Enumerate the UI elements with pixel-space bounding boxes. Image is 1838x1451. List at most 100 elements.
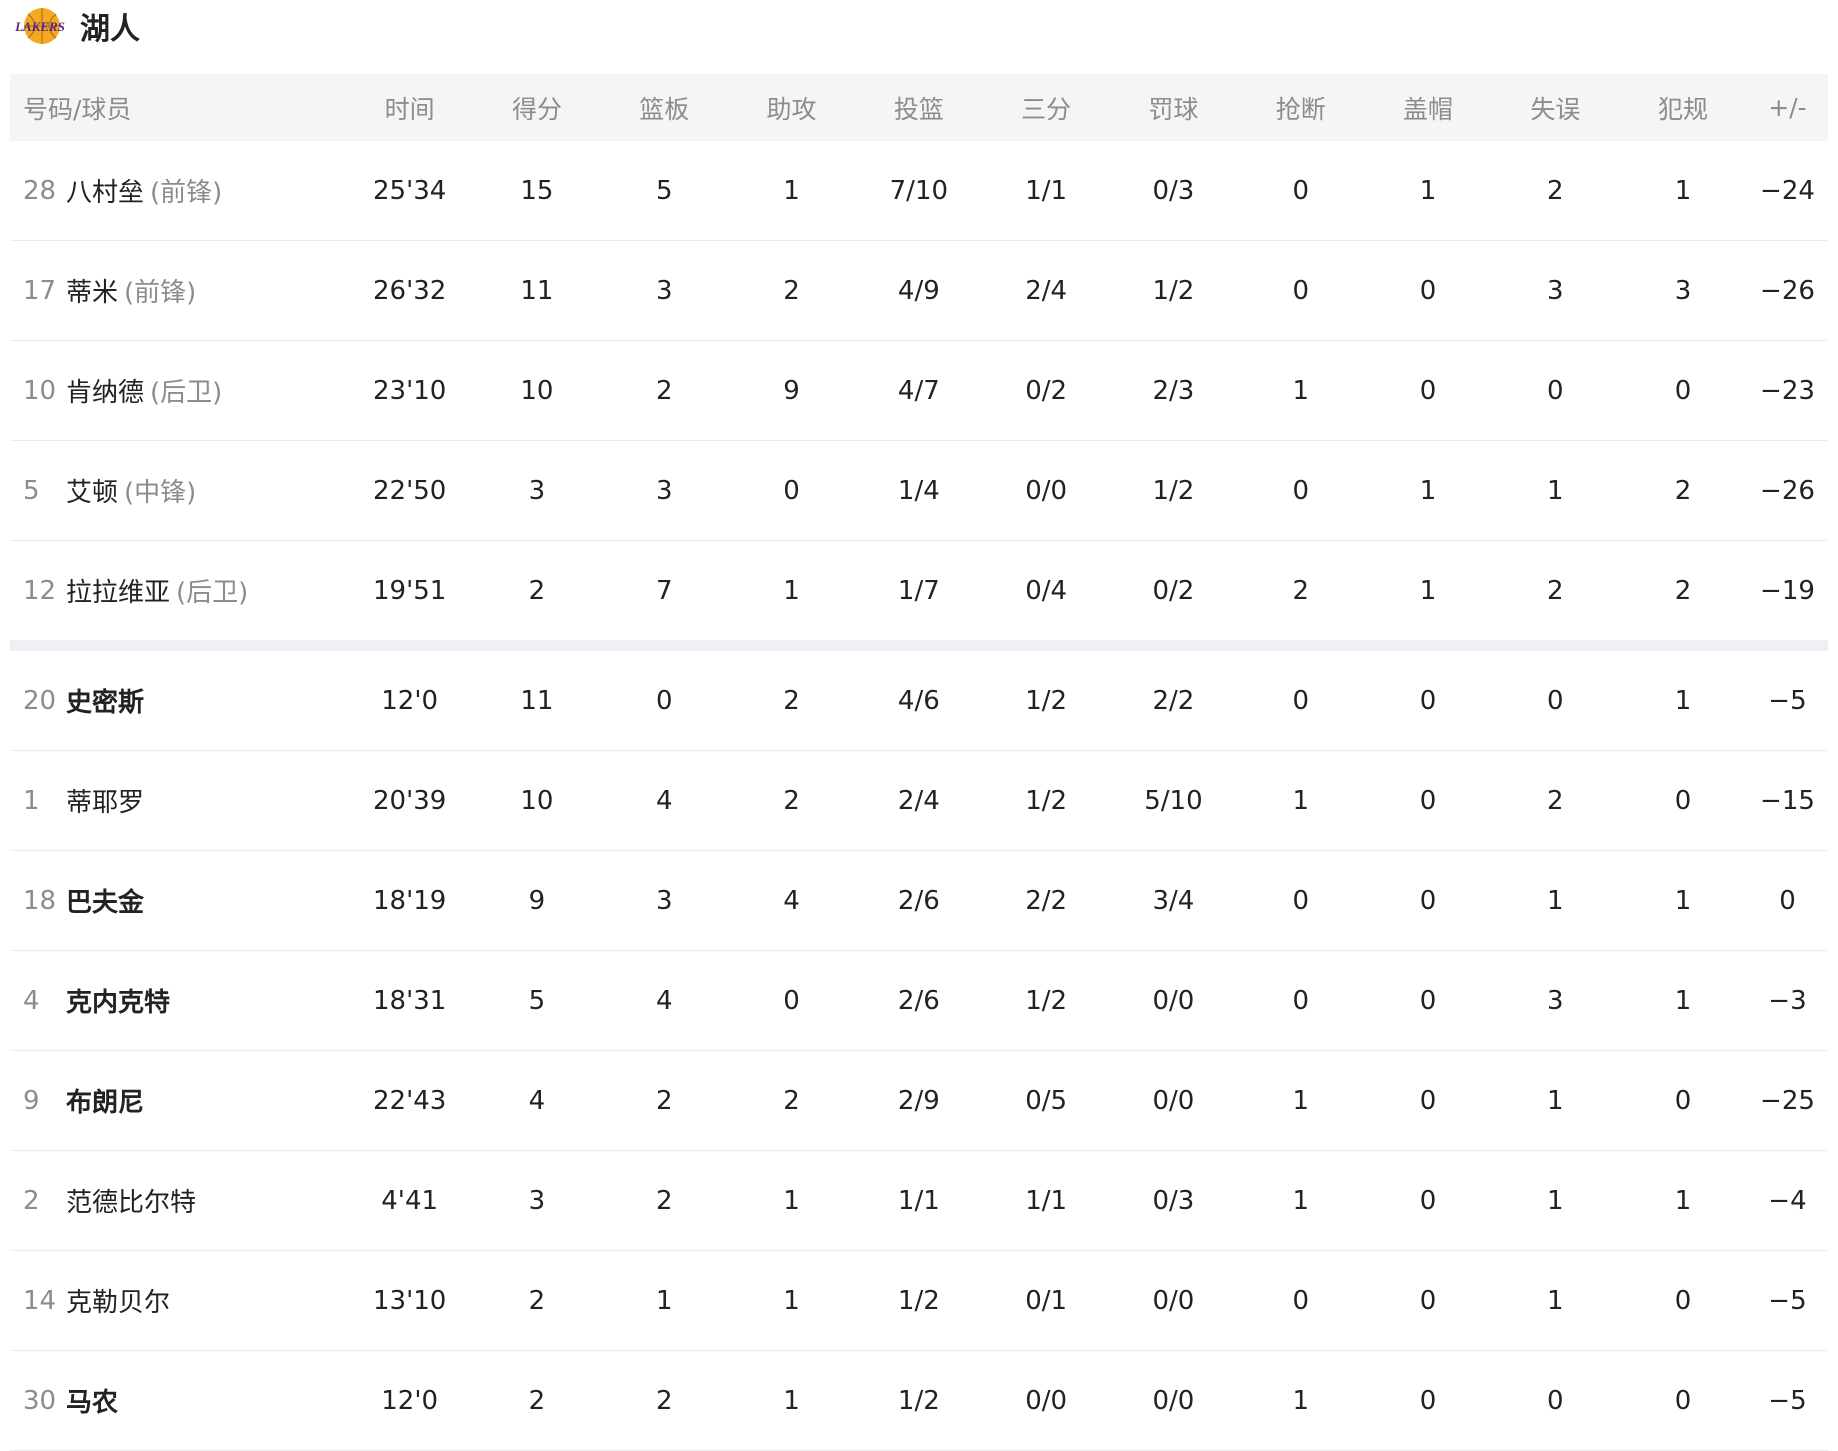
column-header[interactable]: 号码/球员: [23, 94, 132, 124]
player-name[interactable]: 马农: [66, 1388, 119, 1418]
player-cell[interactable]: 4 克内克特: [10, 982, 346, 1019]
jersey-number: 1: [23, 785, 40, 816]
stat-cell: 1: [783, 1385, 800, 1416]
stat-cell: 0/0: [1025, 475, 1068, 506]
player-name[interactable]: 蒂米: [66, 278, 119, 308]
column-header[interactable]: 三分: [1021, 94, 1072, 124]
player-row[interactable]: 30 马农 12'0 2 2 1 1/2 0/0 0/0 1 0 0 0 −5: [10, 1351, 1828, 1451]
stat-cell: 1: [1547, 1285, 1564, 1316]
stat-cell: 0: [1292, 475, 1309, 506]
player-cell[interactable]: 17 蒂米 (前锋): [10, 272, 346, 309]
stat-cell: 0: [1674, 375, 1692, 406]
stat-cell: −5: [1768, 1385, 1807, 1416]
player-row[interactable]: 4 克内克特 18'31 5 4 0 2/6 1/2 0/0 0 0 3 1 −3: [10, 951, 1828, 1051]
stat-cell: 0/2: [1152, 575, 1195, 606]
player-name[interactable]: 肯纳德: [66, 378, 145, 408]
player-cell[interactable]: 28 八村垒 (前锋): [10, 172, 346, 209]
column-header[interactable]: 失误: [1530, 94, 1581, 124]
player-row[interactable]: 10 肯纳德 (后卫) 23'10 10 2 9 4/7 0/2 2/3 1 0 0 0 −23: [10, 341, 1828, 441]
player-position: (前锋): [124, 278, 197, 308]
player-row[interactable]: 5 艾顿 (中锋) 22'50 3 3 0 1/4 0/0 1/2 0 1 1 2 −26: [10, 441, 1828, 541]
stat-cell: 3: [528, 475, 546, 506]
player-name[interactable]: 克勒贝尔: [66, 1288, 171, 1318]
player-cell[interactable]: 12 拉拉维亚 (后卫): [10, 572, 346, 609]
stat-cell: 19'51: [372, 575, 447, 606]
player-name[interactable]: 布朗尼: [66, 1088, 145, 1118]
player-cell[interactable]: 1 蒂耶罗: [10, 782, 346, 819]
stat-cell: 25'34: [372, 175, 447, 206]
stat-cell: 2: [528, 1385, 546, 1416]
player-cell[interactable]: 14 克勒贝尔: [10, 1282, 346, 1319]
player-row[interactable]: 14 克勒贝尔 13'10 2 1 1 1/2 0/1 0/0 0 0 1 0 −5: [10, 1251, 1828, 1351]
stat-cell: 2/2: [1025, 885, 1068, 916]
player-row[interactable]: 17 蒂米 (前锋) 26'32 11 3 2 4/9 2/4 1/2 0 0 3 3 −26: [10, 241, 1828, 341]
stat-cell: 20'39: [372, 785, 447, 816]
stat-cell: 4: [655, 785, 673, 816]
player-cell[interactable]: 20 史密斯: [10, 682, 346, 719]
player-row[interactable]: 2 范德比尔特 4'41 3 2 1 1/1 1/1 0/3 1 0 1 1 −4: [10, 1151, 1828, 1251]
stat-cell: 2: [783, 785, 800, 816]
stat-cell: 1: [1674, 685, 1692, 716]
player-name[interactable]: 八村垒: [66, 178, 145, 208]
player-name[interactable]: 克内克特: [66, 988, 171, 1018]
player-name[interactable]: 蒂耶罗: [66, 788, 145, 818]
stat-cell: 11: [520, 275, 554, 306]
player-cell[interactable]: 5 艾顿 (中锋): [10, 472, 346, 509]
stat-cell: 1/2: [1025, 985, 1068, 1016]
player-row[interactable]: 1 蒂耶罗 20'39 10 4 2 2/4 1/2 5/10 1 0 2 0 −15: [10, 751, 1828, 851]
stat-cell: 1: [1292, 1385, 1309, 1416]
stat-cell: 1: [783, 1185, 800, 1216]
column-header[interactable]: 得分: [511, 94, 562, 124]
player-name[interactable]: 拉拉维亚: [66, 578, 171, 608]
jersey-number: 17: [23, 275, 57, 306]
stat-cell: −26: [1760, 275, 1815, 306]
column-header[interactable]: 投篮: [893, 94, 944, 124]
column-header[interactable]: 盖帽: [1403, 94, 1454, 124]
player-name[interactable]: 史密斯: [66, 688, 145, 718]
stat-cell: 15: [520, 175, 554, 206]
player-name[interactable]: 范德比尔特: [66, 1188, 197, 1218]
column-header[interactable]: 犯规: [1657, 94, 1708, 124]
player-cell[interactable]: 9 布朗尼: [10, 1082, 346, 1119]
player-cell[interactable]: 18 巴夫金: [10, 882, 346, 919]
player-row[interactable]: 20 史密斯 12'0 11 0 2 4/6 1/2 2/2 0 0 0 1 −5: [10, 651, 1828, 751]
player-row[interactable]: 28 八村垒 (前锋) 25'34 15 5 1 7/10 1/1 0/3 0 1 2 1 −24: [10, 141, 1828, 241]
jersey-number: 2: [23, 1185, 40, 1216]
player-row[interactable]: 18 巴夫金 18'19 9 3 4 2/6 2/2 3/4 0 0 1 1 0: [10, 851, 1828, 951]
stat-cell: 5/10: [1144, 785, 1203, 816]
player-name[interactable]: 巴夫金: [66, 888, 145, 918]
stat-cell: 1: [1674, 885, 1692, 916]
stat-cell: 0/3: [1152, 1185, 1195, 1216]
player-cell[interactable]: 2 范德比尔特: [10, 1182, 346, 1219]
stat-cell: 1: [783, 175, 800, 206]
player-name[interactable]: 艾顿: [66, 478, 119, 508]
column-header[interactable]: 罚球: [1148, 94, 1199, 124]
stat-cell: 1: [1419, 575, 1437, 606]
player-position: (后卫): [176, 578, 249, 608]
player-cell[interactable]: 30 马农: [10, 1382, 346, 1419]
stat-cell: 1/4: [897, 475, 940, 506]
stat-cell: 0/5: [1025, 1085, 1068, 1116]
stat-cell: 0: [655, 685, 673, 716]
stat-cell: 1/7: [897, 575, 940, 606]
stat-cell: 0/2: [1025, 375, 1068, 406]
player-row[interactable]: 9 布朗尼 22'43 4 2 2 2/9 0/5 0/0 1 0 1 0 −25: [10, 1051, 1828, 1151]
stat-cell: 3: [655, 885, 673, 916]
stat-cell: 2: [528, 575, 546, 606]
column-header[interactable]: 篮板: [639, 94, 690, 124]
column-header[interactable]: 时间: [384, 94, 435, 124]
stat-cell: 0/0: [1152, 985, 1195, 1016]
column-header[interactable]: 抢断: [1275, 94, 1326, 124]
stat-cell: 0: [1674, 785, 1692, 816]
stat-cell: 0: [1292, 1285, 1309, 1316]
player-position: (后卫): [150, 378, 223, 408]
stat-cell: 0: [1419, 375, 1437, 406]
player-row[interactable]: 12 拉拉维亚 (后卫) 19'51 2 7 1 1/7 0/4 0/2 2 1 2 2 −19: [10, 541, 1828, 641]
stat-cell: 0/3: [1152, 175, 1195, 206]
stat-cell: 22'50: [372, 475, 447, 506]
column-header[interactable]: +/-: [1768, 93, 1807, 122]
player-cell[interactable]: 10 肯纳德 (后卫): [10, 372, 346, 409]
column-header[interactable]: 助攻: [766, 94, 817, 124]
stat-cell: −3: [1768, 985, 1807, 1016]
stat-cell: 18'19: [372, 885, 447, 916]
